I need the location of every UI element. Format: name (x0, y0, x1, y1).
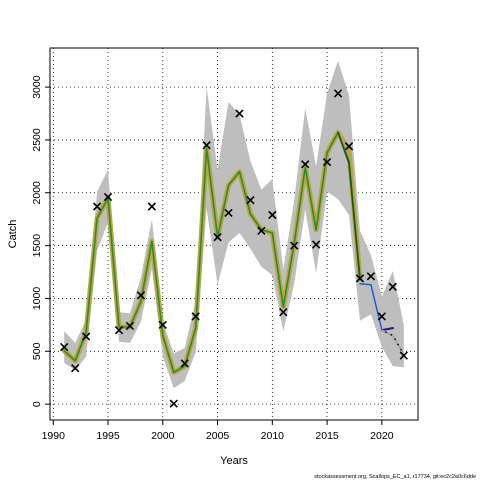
observed-point (301, 160, 310, 169)
y-tick-label: 3000 (31, 75, 43, 99)
y-axis-title: Catch (7, 220, 19, 249)
series-line-3 (337, 131, 361, 281)
observed-point (246, 196, 255, 205)
y-tick-label: 1500 (31, 234, 43, 258)
x-tick-label: 1990 (42, 430, 66, 442)
source-caption: stockassessment.org, Scallops_EC_a1, r17… (314, 474, 476, 480)
observed-point (399, 351, 408, 360)
y-tick-label: 1000 (31, 287, 43, 311)
series-lines (61, 130, 405, 375)
observed-point (125, 321, 135, 331)
observed-point (169, 399, 178, 408)
x-axis-title: Years (220, 455, 248, 467)
observed-point (147, 202, 157, 211)
observed-point (114, 326, 124, 335)
observed-point (366, 272, 376, 281)
x-tick-label: 1995 (96, 430, 120, 442)
observed-point (344, 142, 354, 151)
observed-point (191, 312, 200, 321)
x-tick-label: 2015 (315, 430, 339, 442)
x-tick-label: 2000 (151, 430, 175, 442)
y-tick-label: 500 (31, 342, 43, 360)
observed-point (333, 89, 343, 98)
y-axis: 0 500 1000 1500 2000 2500 3000 (31, 75, 51, 407)
observed-points (60, 89, 408, 408)
observed-point (355, 274, 365, 283)
observed-point (388, 282, 397, 292)
confidence-band-area (64, 60, 404, 389)
series-line-7 (381, 329, 405, 356)
y-tick-label: 0 (31, 401, 43, 407)
x-tick-label: 2020 (370, 430, 394, 442)
observed-point (136, 291, 146, 300)
observed-point (268, 210, 277, 220)
observed-point (60, 342, 69, 352)
series-line-4 (359, 282, 383, 331)
confidence-band (64, 60, 404, 389)
series-line-5 (380, 327, 394, 332)
observed-point (81, 332, 91, 341)
observed-point (92, 202, 102, 211)
observed-point (311, 240, 321, 249)
series-line-2 (63, 131, 361, 374)
x-tick-label: 2010 (261, 430, 285, 442)
observed-point (377, 312, 387, 321)
observed-point (224, 208, 233, 218)
y-tick-label: 2500 (31, 128, 43, 152)
x-tick-label: 2005 (206, 430, 230, 442)
observed-point (279, 308, 288, 317)
observed-point (290, 241, 299, 250)
y-tick-label: 2000 (31, 181, 43, 205)
observed-point (180, 359, 189, 368)
observed-point (257, 226, 266, 235)
observed-point (158, 320, 167, 330)
x-axis: 1990 1995 2000 2005 2010 2015 2020 (42, 419, 394, 442)
observed-point (202, 141, 211, 150)
observed-point (71, 364, 80, 373)
observed-point (235, 109, 244, 118)
observed-point (322, 157, 332, 167)
observed-point (103, 192, 113, 202)
observed-point (213, 233, 222, 242)
